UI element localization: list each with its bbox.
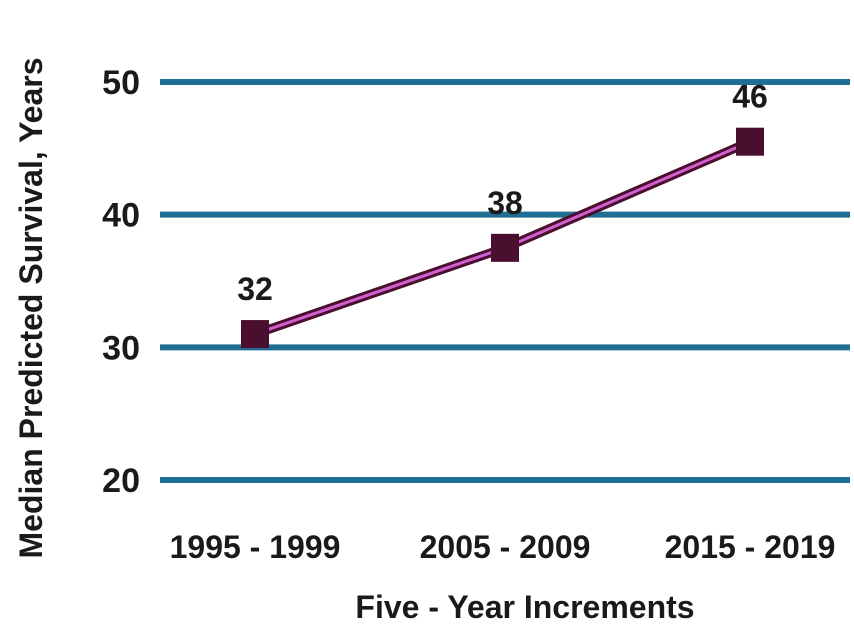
y-axis-ticks: 20 30 40 50 bbox=[102, 64, 140, 500]
y-tick-label-20: 20 bbox=[102, 462, 140, 500]
data-point-marker-1 bbox=[491, 233, 519, 262]
y-tick-label-50: 50 bbox=[102, 64, 140, 102]
x-category-label-2: 2015 - 2019 bbox=[665, 529, 836, 565]
x-category-label-1: 2005 - 2009 bbox=[420, 529, 591, 565]
data-label-0: 32 bbox=[237, 271, 273, 307]
data-labels: 32 38 46 bbox=[237, 79, 768, 307]
y-tick-label-40: 40 bbox=[102, 197, 140, 235]
x-axis-title: Five - Year Increments bbox=[355, 589, 694, 625]
y-axis-title: Median Predicted Survival, Years bbox=[13, 58, 49, 559]
data-label-2: 46 bbox=[732, 79, 768, 115]
data-point-marker-2 bbox=[736, 127, 764, 156]
series-line bbox=[241, 127, 764, 349]
data-label-1: 38 bbox=[487, 185, 523, 221]
data-point-marker-0 bbox=[241, 320, 269, 349]
gridlines bbox=[160, 79, 850, 483]
x-category-label-0: 1995 - 1999 bbox=[170, 529, 341, 565]
x-axis-categories: 1995 - 1999 2005 - 2009 2015 - 2019 bbox=[170, 529, 836, 565]
y-tick-label-30: 30 bbox=[102, 329, 140, 367]
